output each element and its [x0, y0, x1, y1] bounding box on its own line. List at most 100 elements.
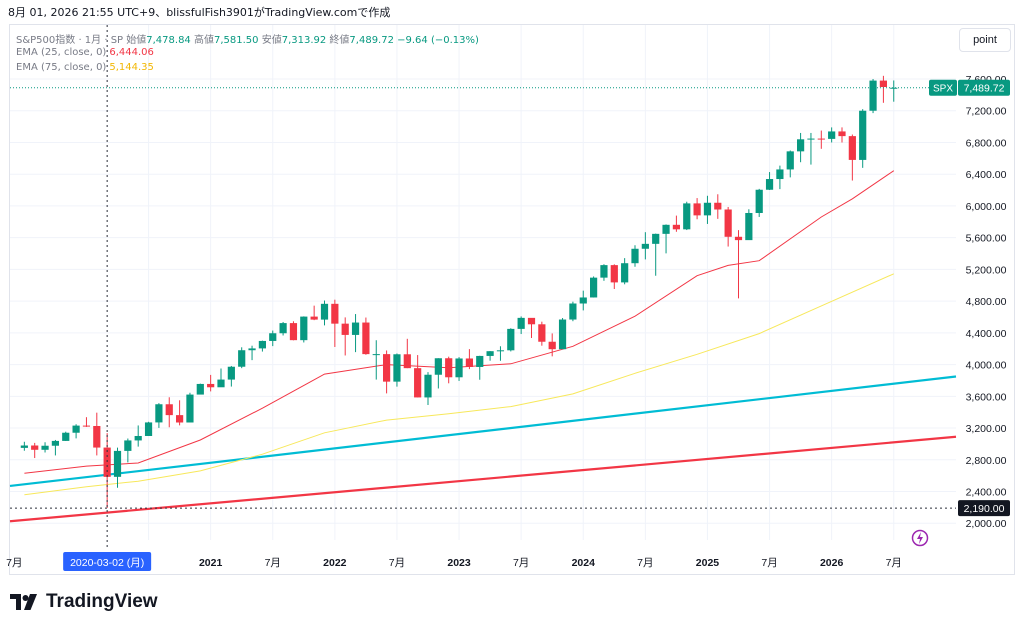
chart-frame[interactable] — [9, 24, 1015, 575]
candle[interactable] — [807, 132, 815, 165]
candle[interactable] — [672, 215, 680, 232]
candle[interactable] — [548, 333, 556, 357]
candle[interactable] — [176, 400, 184, 426]
candle[interactable] — [879, 75, 887, 103]
candle[interactable] — [362, 317, 370, 355]
trendline-red[interactable] — [9, 435, 957, 523]
candle[interactable] — [227, 365, 235, 387]
candle[interactable] — [72, 424, 80, 439]
candle[interactable] — [631, 245, 639, 267]
candle[interactable] — [724, 206, 732, 247]
candle[interactable] — [507, 328, 515, 352]
candle[interactable] — [31, 442, 39, 459]
ema25-legend[interactable]: EMA (25, close, 0) 6,444.06 — [16, 47, 154, 58]
candle[interactable] — [144, 421, 153, 436]
candle[interactable] — [269, 330, 277, 347]
candle[interactable] — [838, 127, 846, 143]
ema75-legend[interactable]: EMA (75, close, 0) 5,144.35 — [16, 62, 154, 73]
lightning-icon[interactable] — [911, 529, 929, 547]
candle[interactable] — [496, 346, 505, 361]
candle[interactable] — [797, 132, 805, 163]
candle[interactable] — [890, 80, 898, 102]
candle[interactable] — [848, 134, 856, 181]
candle[interactable] — [310, 305, 318, 321]
candle[interactable] — [828, 127, 836, 143]
candle[interactable] — [776, 165, 784, 190]
candle[interactable] — [320, 300, 329, 326]
candle[interactable] — [134, 425, 142, 447]
candle[interactable] — [41, 442, 49, 453]
candle[interactable] — [62, 431, 70, 441]
candle[interactable] — [196, 383, 204, 395]
candle[interactable] — [113, 447, 122, 488]
candle[interactable] — [424, 372, 432, 405]
candle[interactable] — [600, 264, 608, 281]
trendline-cyan[interactable] — [9, 375, 957, 488]
candle[interactable] — [486, 351, 494, 361]
candle[interactable] — [703, 195, 712, 224]
candle[interactable] — [755, 188, 763, 217]
candle[interactable] — [517, 316, 525, 335]
candle[interactable] — [621, 258, 629, 285]
candle[interactable] — [341, 317, 349, 356]
candle[interactable] — [258, 340, 266, 352]
candle[interactable] — [527, 317, 536, 339]
candle[interactable] — [393, 353, 401, 387]
candle[interactable] — [734, 230, 743, 299]
candle[interactable] — [186, 392, 194, 423]
candle[interactable] — [51, 439, 59, 456]
candle[interactable] — [817, 130, 825, 149]
candle[interactable] — [372, 340, 380, 380]
candle[interactable] — [289, 321, 298, 341]
ema75-label: EMA (75, close, 0) — [16, 62, 107, 73]
price-axis[interactable]: 7,600.007,200.006,800.006,400.006,000.00… — [966, 74, 1007, 530]
candle[interactable] — [476, 355, 484, 380]
candle[interactable] — [683, 201, 691, 231]
candle[interactable] — [300, 316, 308, 343]
candle[interactable] — [217, 368, 225, 388]
candle[interactable] — [165, 397, 173, 428]
candle[interactable] — [558, 318, 567, 350]
candle[interactable] — [238, 347, 246, 369]
candle[interactable] — [579, 290, 587, 311]
candle[interactable] — [455, 357, 463, 381]
candle[interactable] — [745, 209, 753, 241]
candle[interactable] — [652, 233, 660, 276]
candle[interactable] — [331, 299, 339, 347]
candle[interactable] — [693, 198, 701, 220]
candle[interactable] — [465, 349, 473, 370]
candle[interactable] — [351, 314, 360, 353]
candle[interactable] — [662, 224, 670, 254]
candle[interactable] — [714, 194, 722, 219]
ema75-line[interactable] — [24, 273, 895, 496]
candle[interactable] — [20, 441, 28, 451]
candle[interactable] — [414, 355, 422, 398]
candle[interactable] — [869, 79, 877, 114]
candle[interactable] — [590, 276, 598, 298]
candle[interactable] — [765, 172, 774, 190]
candle[interactable] — [248, 345, 256, 361]
candle-body — [672, 224, 680, 230]
candle[interactable] — [207, 374, 215, 392]
candle[interactable] — [610, 264, 618, 289]
candle[interactable] — [786, 150, 794, 178]
candle[interactable] — [569, 301, 577, 322]
candle[interactable] — [859, 109, 867, 168]
candle[interactable] — [279, 321, 287, 336]
candle[interactable] — [445, 356, 453, 384]
candle[interactable] — [155, 403, 163, 428]
time-axis[interactable]: 7月 2021 7月 2022 7月 2023 7月 2024 7月 2025 7月 2026 7月 — [6, 557, 902, 569]
ema25-line[interactable] — [24, 170, 895, 474]
candle[interactable] — [82, 417, 91, 427]
candle[interactable] — [124, 438, 132, 463]
candle[interactable] — [383, 350, 391, 394]
candle-body — [455, 358, 463, 378]
candle[interactable] — [403, 338, 411, 369]
candle[interactable] — [641, 232, 649, 260]
candle[interactable] — [538, 321, 546, 346]
open-value: 7,478.84 — [146, 35, 191, 46]
scale-mode-button[interactable]: point — [959, 28, 1011, 52]
candle[interactable] — [93, 412, 101, 456]
candle[interactable] — [434, 358, 442, 389]
